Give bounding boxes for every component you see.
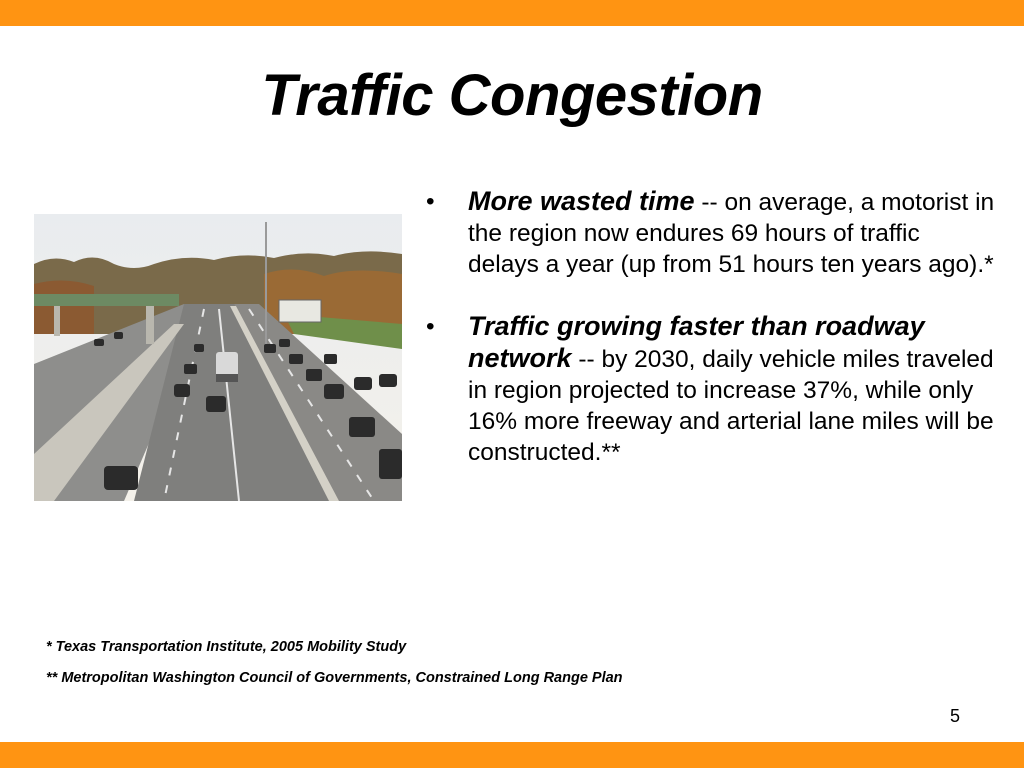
bottom-accent-bar bbox=[0, 742, 1024, 768]
footnote: ** Metropolitan Washington Council of Go… bbox=[46, 670, 623, 686]
bullet-body-text: -- by 2030, daily vehicle miles traveled… bbox=[468, 346, 994, 466]
highway-traffic-photo bbox=[34, 214, 402, 501]
bullet-marker: • bbox=[426, 313, 435, 340]
bullet-list: • More wasted time -- on average, a motor… bbox=[426, 186, 996, 499]
top-accent-bar bbox=[0, 0, 1024, 26]
bullet-marker: • bbox=[426, 188, 435, 215]
bullet-lead-text: More wasted time bbox=[468, 186, 695, 216]
bullet-item: • Traffic growing faster than roadway net… bbox=[426, 311, 996, 468]
footnote: * Texas Transportation Institute, 2005 M… bbox=[46, 639, 407, 655]
bullet-body-text: -- on average, a motorist in the region … bbox=[468, 189, 995, 278]
bullet-lead-text: Traffic growing faster than roadway netw… bbox=[468, 311, 925, 373]
bullet-item: • More wasted time -- on average, a motor… bbox=[426, 186, 996, 280]
page-number: 5 bbox=[949, 706, 960, 726]
slide-title: Traffic Congestion bbox=[261, 63, 763, 128]
